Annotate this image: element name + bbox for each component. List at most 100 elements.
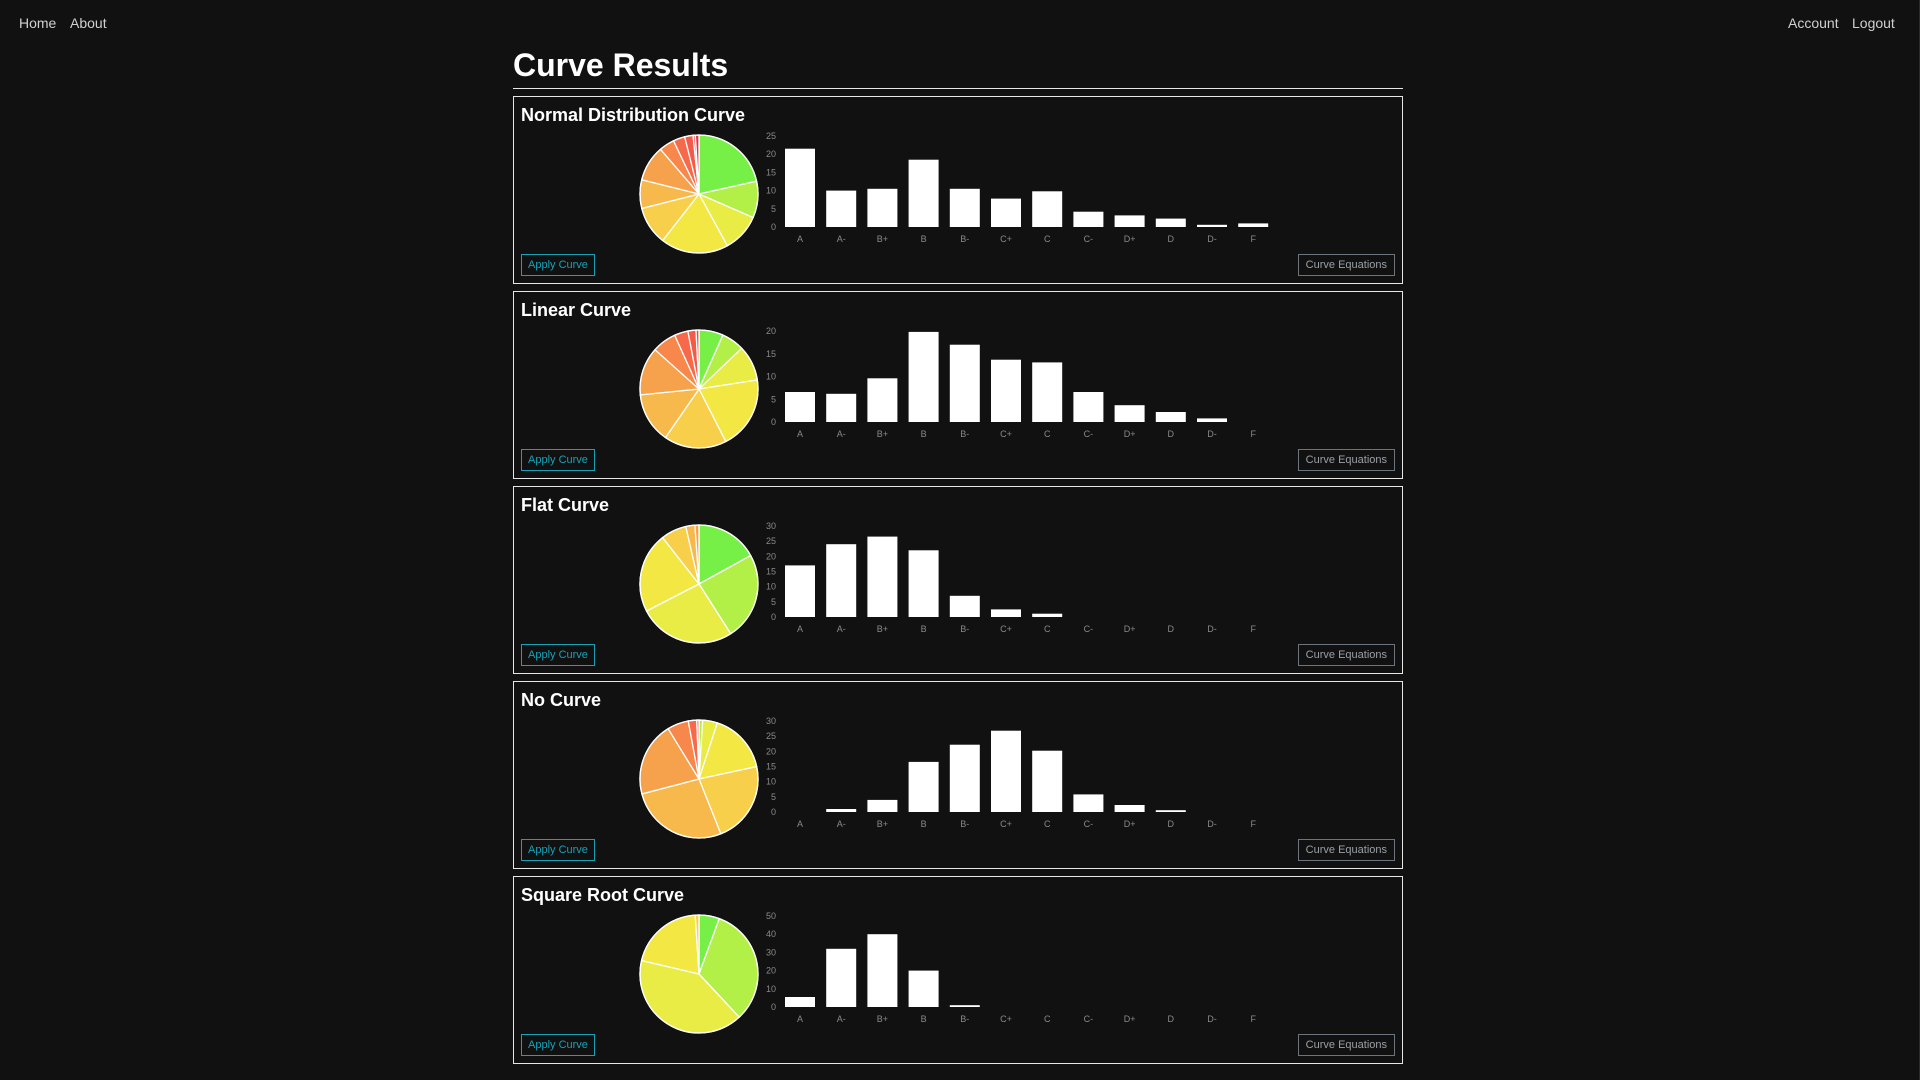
curve-equations-button[interactable]: Curve Equations: [1297, 1034, 1395, 1056]
grade-bar-chart: 0 5 10 15 20 25 A A- B+ B B- C+ C C- D+ D D- F: [766, 131, 1269, 244]
x-tick-label: A: [797, 624, 803, 634]
grade-pie-chart: [639, 719, 759, 839]
x-tick-label: C: [1044, 1014, 1051, 1024]
y-tick-label: 30: [766, 716, 776, 726]
bar-cminus: [1073, 392, 1104, 422]
apply-curve-button[interactable]: Apply Curve: [521, 254, 595, 276]
grade-bar-chart: 0 10 20 30 40 50 A A- B+ B B- C+ C C- D+ D D- F: [766, 911, 1256, 1024]
pie-outline: [639, 524, 759, 644]
grade-bar-chart: 0 5 10 15 20 25 30 A A- B+ B B- C+ C C- D+ D D- F: [766, 521, 1256, 634]
bar-cplus: [991, 198, 1021, 227]
bar-d: [1155, 810, 1186, 812]
bar-d: [1155, 218, 1186, 227]
x-tick-label: B: [921, 234, 927, 244]
x-tick-label: C+: [1000, 234, 1012, 244]
bar-bminus: [949, 595, 980, 617]
x-tick-label: B: [921, 1014, 927, 1024]
curve-card-normal-distribution-curve: Normal Distribution Curve 0 5 10 15 20 25 A A- B+…: [513, 96, 1403, 284]
x-tick-label: A: [797, 1014, 803, 1024]
x-tick-label: A-: [837, 819, 846, 829]
x-tick-label: D: [1168, 429, 1175, 439]
page-title: Curve Results: [513, 47, 729, 83]
x-tick-label: D-: [1207, 1014, 1217, 1024]
curve-equations-button[interactable]: Curve Equations: [1297, 254, 1395, 276]
y-tick-label: 30: [766, 947, 776, 957]
x-tick-label: D+: [1124, 1014, 1136, 1024]
bar-bplus: [867, 378, 898, 422]
nav-account-link[interactable]: Account: [1788, 15, 1839, 31]
bar-bplus: [867, 536, 898, 617]
curve-card-flat-curve: Flat Curve 0 5 10 15 20 25 30 A A- B+ B B- C+ C C- D+ D D-…: [513, 486, 1403, 674]
x-tick-label: D-: [1207, 429, 1217, 439]
bar-cplus: [991, 609, 1021, 617]
bar-dplus: [1114, 405, 1145, 422]
grade-bar-chart: 0 5 10 15 20 25 30 A A- B+ B B- C+ C C- D+ D D- F: [766, 716, 1256, 829]
x-tick-label: F: [1250, 429, 1256, 439]
x-tick-label: A: [797, 234, 803, 244]
nav-home-link[interactable]: Home: [19, 15, 57, 31]
nav-logout-link[interactable]: Logout: [1852, 15, 1895, 31]
x-tick-label: D+: [1124, 234, 1136, 244]
curve-card-title: No Curve: [521, 690, 602, 710]
x-tick-label: C+: [1000, 624, 1012, 634]
bar-aminus: [826, 948, 857, 1007]
bar-a: [785, 148, 815, 227]
apply-curve-button[interactable]: Apply Curve: [521, 839, 595, 861]
y-tick-label: 15: [766, 762, 776, 772]
bar-dplus: [1114, 215, 1145, 227]
x-tick-label: F: [1250, 624, 1256, 634]
y-tick-label: 5: [771, 204, 776, 214]
y-tick-label: 10: [766, 186, 776, 196]
curve-card-title: Normal Distribution Curve: [521, 105, 746, 125]
curve-card-square-root-curve: Square Root Curve 0 10 20 30 40 50 A A- B+ B B- C+ C C…: [513, 876, 1403, 1064]
x-tick-label: A-: [837, 624, 846, 634]
bar-cplus: [991, 359, 1021, 422]
grade-pie-chart: [639, 914, 759, 1034]
bar-dplus: [1114, 805, 1145, 812]
x-tick-label: C-: [1084, 234, 1094, 244]
apply-curve-button[interactable]: Apply Curve: [521, 644, 595, 666]
curve-equations-button[interactable]: Curve Equations: [1297, 449, 1395, 471]
apply-curve-button[interactable]: Apply Curve: [521, 1034, 595, 1056]
x-tick-label: B-: [960, 624, 969, 634]
apply-curve-button[interactable]: Apply Curve: [521, 449, 595, 471]
y-tick-label: 50: [766, 911, 776, 921]
y-tick-label: 10: [766, 777, 776, 787]
x-tick-label: C-: [1084, 429, 1094, 439]
bar-aminus: [826, 393, 857, 422]
y-tick-label: 10: [766, 984, 776, 994]
x-tick-label: C+: [1000, 429, 1012, 439]
bar-c: [1032, 362, 1063, 422]
x-tick-label: B+: [877, 624, 888, 634]
bar-c: [1032, 750, 1063, 812]
x-tick-label: B: [921, 624, 927, 634]
curve-equations-button[interactable]: Curve Equations: [1297, 644, 1395, 666]
y-tick-label: 15: [766, 167, 776, 177]
y-tick-label: 5: [771, 597, 776, 607]
y-tick-label: 0: [771, 1002, 776, 1012]
curve-card-title: Square Root Curve: [521, 885, 685, 905]
x-tick-label: F: [1250, 819, 1256, 829]
bar-b: [908, 970, 939, 1007]
grade-pie-chart: [639, 134, 759, 254]
x-tick-label: B+: [877, 429, 888, 439]
main-container: Curve Results Normal Distribution Curve 0…: [513, 44, 1403, 1064]
bar-dminus: [1197, 224, 1227, 227]
title-divider: [513, 88, 1403, 89]
y-tick-label: 30: [766, 521, 776, 531]
bar-aminus: [826, 809, 857, 812]
x-tick-label: D: [1168, 234, 1175, 244]
curve-card-no-curve: No Curve 0 5 10 15 20 25 30 A A- B+ B B- C+ C C- D+ D D- F A…: [513, 681, 1403, 869]
curve-card-linear-curve: Linear Curve 0 5 10 15 20 A A- B+ B B- C+ C C- D+ D D- F A…: [513, 291, 1403, 479]
x-tick-label: D: [1168, 624, 1175, 634]
x-tick-label: A-: [837, 429, 846, 439]
x-tick-label: C-: [1084, 819, 1094, 829]
bar-c: [1032, 613, 1063, 617]
y-tick-label: 20: [766, 746, 776, 756]
grade-pie-chart: [639, 524, 759, 644]
x-tick-label: D: [1168, 1014, 1175, 1024]
curve-equations-button[interactable]: Curve Equations: [1297, 839, 1395, 861]
y-tick-label: 0: [771, 807, 776, 817]
nav-about-link[interactable]: About: [70, 15, 107, 31]
bar-cminus: [1073, 211, 1104, 227]
